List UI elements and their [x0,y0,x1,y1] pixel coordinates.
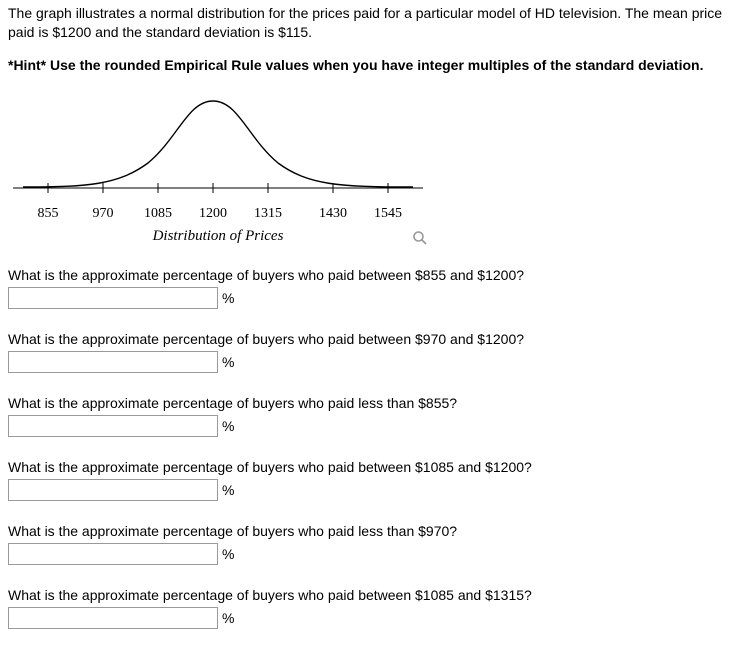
percent-label: % [222,354,234,370]
answer-input-1[interactable] [8,287,218,309]
question-5: What is the approximate percentage of bu… [8,523,747,565]
answer-input-3[interactable] [8,415,218,437]
question-2: What is the approximate percentage of bu… [8,331,747,373]
percent-label: % [222,418,234,434]
question-4: What is the approximate percentage of bu… [8,459,747,501]
percent-label: % [222,290,234,306]
question-text: What is the approximate percentage of bu… [8,267,747,283]
question-text: What is the approximate percentage of bu… [8,587,747,603]
magnify-icon[interactable] [412,230,428,251]
axis-tick-5: 1430 [319,206,347,222]
hint-text: *Hint* Use the rounded Empirical Rule va… [8,56,747,75]
answer-input-6[interactable] [8,607,218,629]
answer-input-4[interactable] [8,479,218,501]
question-text: What is the approximate percentage of bu… [8,459,747,475]
percent-label: % [222,482,234,498]
distribution-chart: 855 970 1085 1200 1315 1430 1545 Distrib… [8,93,428,245]
chart-caption-row: Distribution of Prices [8,228,428,245]
answer-input-5[interactable] [8,543,218,565]
axis-tick-4: 1315 [254,206,282,222]
axis-tick-2: 1085 [144,206,172,222]
question-text: What is the approximate percentage of bu… [8,523,747,539]
question-1: What is the approximate percentage of bu… [8,267,747,309]
axis-tick-1: 970 [93,206,114,222]
axis-tick-6: 1545 [374,206,402,222]
axis-tick-3: 1200 [199,206,227,222]
intro-text: The graph illustrates a normal distribut… [8,4,747,42]
percent-label: % [222,546,234,562]
question-3: What is the approximate percentage of bu… [8,395,747,437]
percent-label: % [222,610,234,626]
question-text: What is the approximate percentage of bu… [8,331,747,347]
chart-caption: Distribution of Prices [153,228,284,244]
question-text: What is the approximate percentage of bu… [8,395,747,411]
axis-labels: 855 970 1085 1200 1315 1430 1545 [8,206,428,226]
question-6: What is the approximate percentage of bu… [8,587,747,629]
axis-tick-0: 855 [38,206,59,222]
answer-input-2[interactable] [8,351,218,373]
